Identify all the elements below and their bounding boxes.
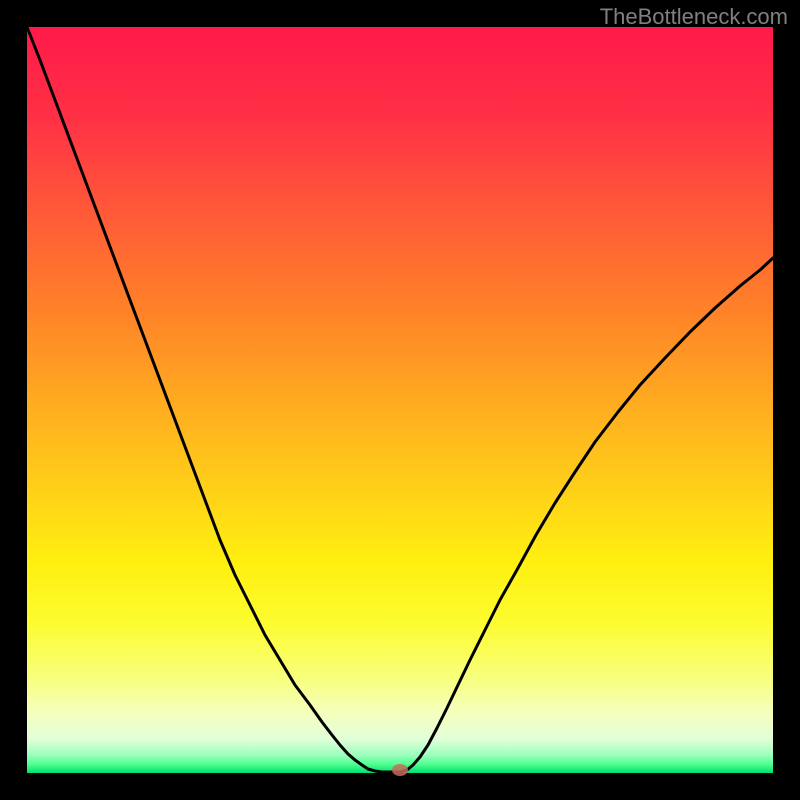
plot-background: [27, 27, 773, 773]
watermark-text: TheBottleneck.com: [600, 4, 788, 30]
bottleneck-chart: TheBottleneck.com: [0, 0, 800, 800]
chart-svg: [0, 0, 800, 800]
optimal-point-marker: [392, 764, 408, 776]
